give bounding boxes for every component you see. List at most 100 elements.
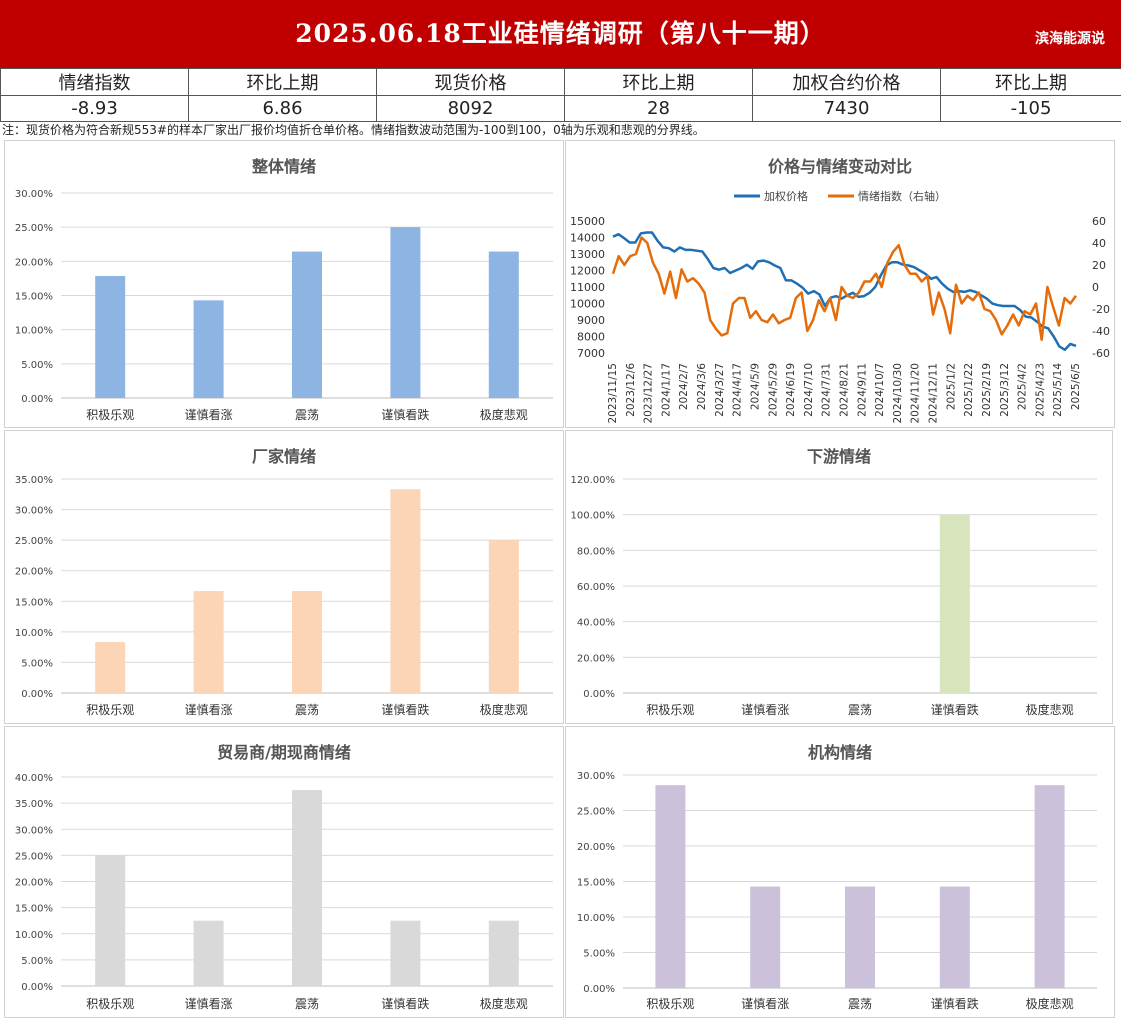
y-tick-label: 0.00% <box>583 984 615 995</box>
y-tick-label: 30.00% <box>15 189 53 200</box>
y-tick-label: 100.00% <box>571 511 616 522</box>
y-tick-label-right: 20 <box>1092 259 1106 272</box>
y-tick-label: 10.00% <box>15 628 53 639</box>
x-tick-label: 2025/1/2 <box>945 363 957 410</box>
summary-value-row: -8.93 6.86 8092 28 7430 -105 <box>0 95 1121 122</box>
y-tick-label: 20.00% <box>15 567 53 578</box>
x-tick-label: 2024/12/11 <box>928 363 940 424</box>
downstream-sentiment-panel: 下游情绪 0.00% 20.00% 40.00% 60.00% 80.00% 100.00… <box>565 430 1113 724</box>
chart-title: 下游情绪 <box>806 447 871 466</box>
y-tick-label-right: 0 <box>1092 281 1099 294</box>
x-tick-label: 2025/6/5 <box>1070 363 1082 410</box>
summary-label-spot-price: 现货价格 <box>376 68 565 96</box>
y-tick-label: 0.00% <box>583 689 615 700</box>
y-tick-label: 0.00% <box>21 394 53 405</box>
summary-header-row: 情绪指数 环比上期 现货价格 环比上期 加权合约价格 环比上期 <box>0 68 1121 96</box>
bar <box>390 489 421 693</box>
y-tick-label: 25.00% <box>15 851 53 862</box>
x-tick-label: 2024/3/27 <box>714 363 726 417</box>
price-vs-sentiment-panel: 价格与情绪变动对比 加权价格 情绪指数（右轴） 7000 8000 9000 10000 1… <box>565 140 1115 428</box>
y-tick-label: 15.00% <box>15 292 53 303</box>
summary-value-sentiment-change: 6.86 <box>188 95 377 122</box>
y-tick-label: 15.00% <box>15 904 53 915</box>
x-tick-label: 谨慎看跌 <box>381 996 429 1011</box>
y-tick-label: 30.00% <box>15 506 53 517</box>
x-tick-label: 2024/10/30 <box>892 363 904 424</box>
bar <box>939 886 970 988</box>
x-tick-label: 2024/7/10 <box>803 363 815 417</box>
page-title: 2025.06.18工业硅情绪调研（第八十一期） <box>295 19 826 48</box>
trader-sentiment-panel: 贸易商/期现商情绪 0.00% 5.00% 10.00% 15.00% 20.00% 25… <box>4 726 564 1018</box>
brand-label: 滨海能源说 <box>1035 31 1105 47</box>
y-tick-label: 5.00% <box>21 360 53 371</box>
institution-sentiment-chart: 0.00% 5.00% 10.00% 15.00% 20.00% 25.00% 30.00%… <box>577 771 1097 1011</box>
y-tick-label: 10.00% <box>15 326 53 337</box>
chart-title: 贸易商/期现商情绪 <box>217 743 351 762</box>
y-tick-label: 30.00% <box>577 771 615 782</box>
y-tick-label: 20.00% <box>15 257 53 268</box>
x-tick-label: 谨慎看涨 <box>741 702 789 717</box>
y-tick-label: 10.00% <box>15 930 53 941</box>
x-tick-label: 2023/12/27 <box>643 363 655 424</box>
y-tick-label: 80.00% <box>577 546 615 557</box>
x-tick-label: 2024/11/20 <box>910 363 922 424</box>
x-tick-label: 谨慎看跌 <box>381 407 429 422</box>
y-tick-label-right: 40 <box>1092 237 1106 250</box>
legend-label: 加权价格 <box>764 189 808 203</box>
summary-value-sentiment-index: -8.93 <box>0 95 189 122</box>
x-tick-label: 谨慎看跌 <box>931 996 979 1011</box>
y-tick-label-left: 11000 <box>570 281 605 294</box>
bar <box>292 251 322 398</box>
bar <box>1034 785 1065 988</box>
x-tick-label: 2024/1/17 <box>660 363 672 417</box>
x-tick-label: 2024/2/7 <box>678 363 690 410</box>
bar <box>95 642 126 693</box>
y-tick-label-left: 10000 <box>570 298 605 311</box>
y-tick-label-right: -20 <box>1092 303 1110 316</box>
summary-label-sentiment-index: 情绪指数 <box>0 68 189 96</box>
x-tick-label: 积极乐观 <box>646 703 694 717</box>
producer-sentiment-chart: 0.00% 5.00% 10.00% 15.00% 20.00% 25.00% 30.00%… <box>15 475 553 717</box>
x-tick-label: 2025/3/12 <box>999 363 1011 417</box>
y-tick-label-left: 7000 <box>577 347 605 360</box>
chart-title: 整体情绪 <box>251 157 316 176</box>
y-tick-label: 25.00% <box>577 807 615 818</box>
x-tick-label: 积极乐观 <box>86 703 134 717</box>
y-tick-label-left: 8000 <box>577 331 605 344</box>
x-tick-label: 2025/2/19 <box>981 363 993 417</box>
bar <box>390 227 421 398</box>
y-tick-label: 40.00% <box>15 773 53 784</box>
y-tick-label: 5.00% <box>583 949 615 960</box>
y-tick-label-left: 13000 <box>570 248 605 261</box>
y-tick-label: 120.00% <box>571 475 616 486</box>
y-tick-label-left: 15000 <box>570 215 605 228</box>
x-tick-label: 震荡 <box>848 997 872 1011</box>
x-tick-label: 极度悲观 <box>480 996 528 1011</box>
x-tick-label: 积极乐观 <box>646 997 694 1011</box>
x-tick-label: 谨慎看涨 <box>741 996 789 1011</box>
series-line <box>612 231 1077 351</box>
footnote: 注：现货价格为符合新规553#的样本厂家出厂报价均值折仓单价格。情绪指数波动范围… <box>2 123 705 137</box>
summary-label-weighted-change: 环比上期 <box>940 68 1121 96</box>
x-tick-label: 2025/5/14 <box>1052 363 1064 417</box>
bar <box>488 540 519 693</box>
summary-table: 情绪指数 环比上期 现货价格 环比上期 加权合约价格 环比上期 -8.93 6.… <box>0 68 1121 122</box>
summary-label-sentiment-change: 环比上期 <box>188 68 377 96</box>
x-tick-label: 谨慎看跌 <box>931 702 979 717</box>
overall-sentiment-panel: 整体情绪 0.00% 5.00% 10.00% 15.00% 20.00% 25.00% 3… <box>4 140 564 428</box>
bar <box>292 790 322 986</box>
chart-title: 价格与情绪变动对比 <box>767 157 912 176</box>
x-tick-label: 2023/11/15 <box>607 363 619 424</box>
x-tick-label: 2024/6/19 <box>785 363 797 417</box>
y-tick-label-left: 9000 <box>577 314 605 327</box>
x-tick-label: 2024/5/29 <box>767 363 779 417</box>
y-tick-label-left: 14000 <box>570 232 605 245</box>
y-tick-label: 35.00% <box>15 799 53 810</box>
overall-sentiment-chart: 0.00% 5.00% 10.00% 15.00% 20.00% 25.00% 30.00%… <box>15 189 553 422</box>
y-tick-label-right: 60 <box>1092 215 1106 228</box>
y-tick-label: 25.00% <box>15 536 53 547</box>
y-tick-label: 20.00% <box>577 842 615 853</box>
title-banner: 2025.06.18工业硅情绪调研（第八十一期） 滨海能源说 <box>0 0 1121 68</box>
summary-value-weighted-price: 7430 <box>752 95 941 122</box>
x-tick-label: 震荡 <box>295 997 319 1011</box>
